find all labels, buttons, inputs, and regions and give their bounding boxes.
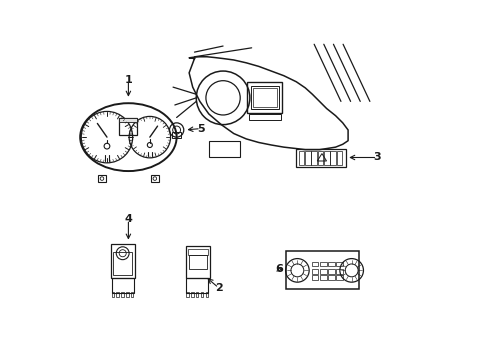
Bar xyxy=(298,152,304,165)
Bar xyxy=(319,262,326,266)
Bar xyxy=(327,275,334,280)
Bar xyxy=(131,292,133,297)
Bar xyxy=(119,118,137,135)
Bar xyxy=(317,152,323,165)
Bar xyxy=(191,292,193,297)
Bar xyxy=(126,292,128,297)
Bar xyxy=(327,269,334,274)
Bar xyxy=(113,252,132,275)
Bar xyxy=(285,251,358,289)
Bar xyxy=(253,88,276,107)
Bar xyxy=(250,86,278,109)
Bar xyxy=(336,269,343,274)
Bar xyxy=(186,292,188,297)
Bar xyxy=(111,278,134,293)
Bar xyxy=(319,269,326,274)
Bar xyxy=(116,292,119,297)
Bar xyxy=(305,152,310,165)
Bar xyxy=(208,141,240,157)
Bar xyxy=(188,255,206,269)
Bar xyxy=(151,175,159,182)
Bar xyxy=(111,292,114,297)
Text: 3: 3 xyxy=(373,153,381,162)
Bar xyxy=(119,118,137,122)
Bar xyxy=(248,113,280,120)
Bar xyxy=(336,152,342,165)
Bar xyxy=(121,292,123,297)
Bar xyxy=(319,275,326,280)
Bar xyxy=(311,269,318,274)
Bar xyxy=(196,292,198,297)
Bar xyxy=(186,278,208,293)
Bar xyxy=(336,275,343,280)
Text: 6: 6 xyxy=(275,264,283,274)
Bar xyxy=(201,292,203,297)
Bar xyxy=(296,149,345,167)
Bar xyxy=(324,152,329,165)
Bar xyxy=(185,246,209,278)
Bar xyxy=(172,132,181,138)
Bar xyxy=(110,244,135,278)
Bar xyxy=(330,152,335,165)
Text: 5: 5 xyxy=(197,123,204,134)
Text: 2: 2 xyxy=(214,283,222,293)
Bar xyxy=(205,292,207,297)
Bar xyxy=(311,262,318,266)
Bar xyxy=(98,175,106,182)
Text: 1: 1 xyxy=(124,75,132,85)
Bar xyxy=(327,262,334,266)
Bar xyxy=(187,249,207,255)
Bar xyxy=(336,262,343,266)
Bar xyxy=(311,152,316,165)
Bar xyxy=(247,82,282,113)
Text: 4: 4 xyxy=(124,214,132,224)
Bar xyxy=(311,275,318,280)
